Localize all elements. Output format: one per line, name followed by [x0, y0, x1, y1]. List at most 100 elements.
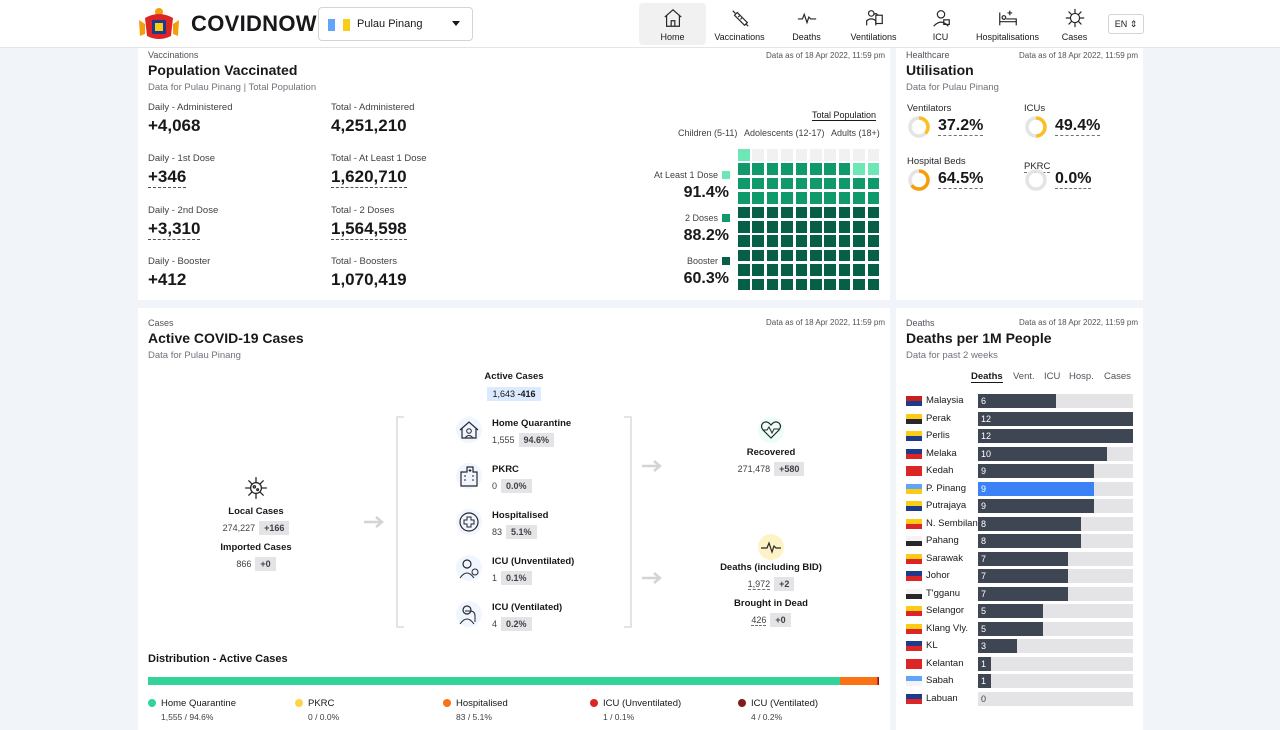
deaths-row[interactable]: Sabah 1 [906, 674, 1134, 688]
distribution-segment[interactable] [877, 677, 879, 685]
waffle-cell [838, 163, 851, 175]
nav-hospitalisations[interactable]: Hospitalisations [974, 3, 1041, 45]
bracket-right [624, 416, 632, 628]
arrow-right-icon [642, 572, 662, 584]
bar-value: 1 [981, 676, 987, 686]
heart-pulse-icon [758, 417, 784, 443]
deaths-row[interactable]: Perak 12 [906, 411, 1134, 426]
nav-vaccinations[interactable]: Vaccinations [706, 3, 773, 45]
stat-value[interactable]: +3,310 [148, 219, 201, 240]
deaths-row[interactable]: Putrajaya 9 [906, 499, 1134, 513]
stat-label: Daily - Administered [148, 102, 233, 113]
distribution-segment[interactable] [148, 677, 840, 685]
waffle-cell [867, 206, 880, 219]
deaths-row[interactable]: Johor 7 [906, 569, 1134, 583]
brand-name[interactable]: COVIDNOW [191, 11, 317, 36]
deaths-row[interactable]: Sarawak 7 [906, 551, 1134, 566]
breakdown-pct: 0.2% [501, 617, 532, 631]
syringe-icon [731, 10, 749, 27]
tab-total-population[interactable]: Total Population [812, 110, 877, 121]
donut-ring [908, 116, 930, 138]
util-label: ICUs [1024, 103, 1046, 114]
nav-icu[interactable]: ICU [907, 3, 974, 45]
nav-ventilations-label: Ventilations [850, 32, 897, 42]
waffle-cell [867, 264, 880, 276]
distribution-segment[interactable] [839, 677, 877, 685]
util-hospital-beds: Hospital Beds 64.5% [907, 156, 1017, 196]
deaths-row[interactable]: Perlis 12 [906, 429, 1134, 443]
bar-track: 9 [978, 499, 1133, 513]
stat-value[interactable]: 1,620,710 [331, 167, 407, 188]
util-percent[interactable]: 37.2% [938, 117, 984, 136]
waffle-cell [810, 264, 822, 276]
waffle-cell [795, 206, 808, 219]
nav-cases[interactable]: Cases [1041, 3, 1108, 45]
bar-track: 5 [978, 604, 1133, 618]
waffle-cell [838, 192, 851, 204]
state-flag-icon [906, 413, 922, 424]
language-selector[interactable]: EN ⇕ [1108, 14, 1144, 34]
waffle-legend-1dose: At Least 1 Dose [654, 170, 730, 180]
bar-value: 12 [981, 413, 992, 424]
tab-hosp[interactable]: Hosp. [1069, 371, 1094, 382]
utilisation-card [896, 48, 1143, 300]
waffle-cell [824, 163, 836, 175]
waffle-cell [838, 149, 851, 161]
deaths-row[interactable]: P. Pinang 9 [906, 481, 1134, 496]
util-percent[interactable]: 49.4% [1055, 117, 1101, 136]
util-percent[interactable]: 0.0% [1055, 170, 1092, 189]
bar-track: 7 [978, 569, 1133, 583]
deaths-row[interactable]: Malaysia 6 [906, 394, 1134, 408]
deaths-row[interactable]: Selangor 5 [906, 604, 1134, 618]
waffle-cell [824, 249, 836, 262]
deaths-row[interactable]: N. Sembilan 8 [906, 516, 1134, 531]
cases-timestamp: Data as of 18 Apr 2022, 11:59 pm [766, 318, 886, 327]
breakdown-row: 4 0.2% [492, 617, 532, 631]
imported-cases-node: Imported Cases 866 +0 [196, 542, 316, 571]
stat-value[interactable]: +346 [148, 167, 187, 188]
legend-label: ICU (Unventilated) [603, 698, 682, 709]
state-selector[interactable]: Pulau Pinang [318, 7, 473, 41]
tab-children[interactable]: Children (5-11) [678, 128, 738, 138]
waffle-cell [853, 206, 865, 219]
deaths-row[interactable]: Pahang 8 [906, 534, 1134, 548]
waffle-cell [752, 192, 764, 204]
bar-fill [978, 429, 1133, 443]
tab-vent[interactable]: Vent. [1013, 371, 1035, 382]
deaths-row[interactable]: Melaka 10 [906, 446, 1134, 461]
waffle-cell [781, 192, 793, 204]
bar-track: 1 [978, 656, 1133, 671]
nav-home[interactable]: Home [639, 3, 706, 45]
deaths-row[interactable]: Kedah 9 [906, 464, 1134, 478]
deaths-row[interactable]: Labuan 0 [906, 691, 1134, 706]
deaths-row[interactable]: KL 3 [906, 639, 1134, 653]
tab-deaths[interactable]: Deaths [971, 371, 1003, 383]
node-title: Active Cases [484, 371, 544, 382]
tab-adolescents[interactable]: Adolescents (12-17) [744, 128, 825, 138]
nav-deaths[interactable]: Deaths [773, 3, 840, 45]
stat-value[interactable]: 1,564,598 [331, 219, 407, 240]
local-cases-node: Local Cases 274,227 +166 [196, 506, 316, 535]
deaths-row[interactable]: Klang Vly. 5 [906, 621, 1134, 636]
nav-home-label: Home [660, 32, 685, 42]
nav-ventilations[interactable]: Ventilations [840, 3, 907, 45]
state-name: T'gganu [926, 587, 961, 599]
waffle-cell [795, 249, 808, 262]
tab-cases[interactable]: Cases [1104, 371, 1131, 382]
waffle-cell [853, 192, 865, 204]
node-value: 271,478 [737, 464, 771, 474]
stat-value: +4,068 [148, 116, 201, 135]
breakdown-value: 83 [492, 527, 503, 537]
tab-adults[interactable]: Adults (18+) [831, 128, 880, 138]
node-value[interactable]: 426 [751, 615, 767, 626]
bar-value: 10 [981, 448, 992, 459]
coat-of-arms-logo[interactable] [137, 6, 181, 42]
deaths-row[interactable]: T'gganu 7 [906, 586, 1134, 601]
node-value[interactable]: 1,972 [747, 579, 771, 590]
bar-fill [978, 674, 991, 688]
distribution-segment[interactable] [876, 677, 878, 685]
util-percent[interactable]: 64.5% [938, 170, 984, 189]
tab-icu[interactable]: ICU [1044, 371, 1061, 382]
deaths-row[interactable]: Kelantan 1 [906, 656, 1134, 671]
waffle-cell [795, 192, 808, 204]
